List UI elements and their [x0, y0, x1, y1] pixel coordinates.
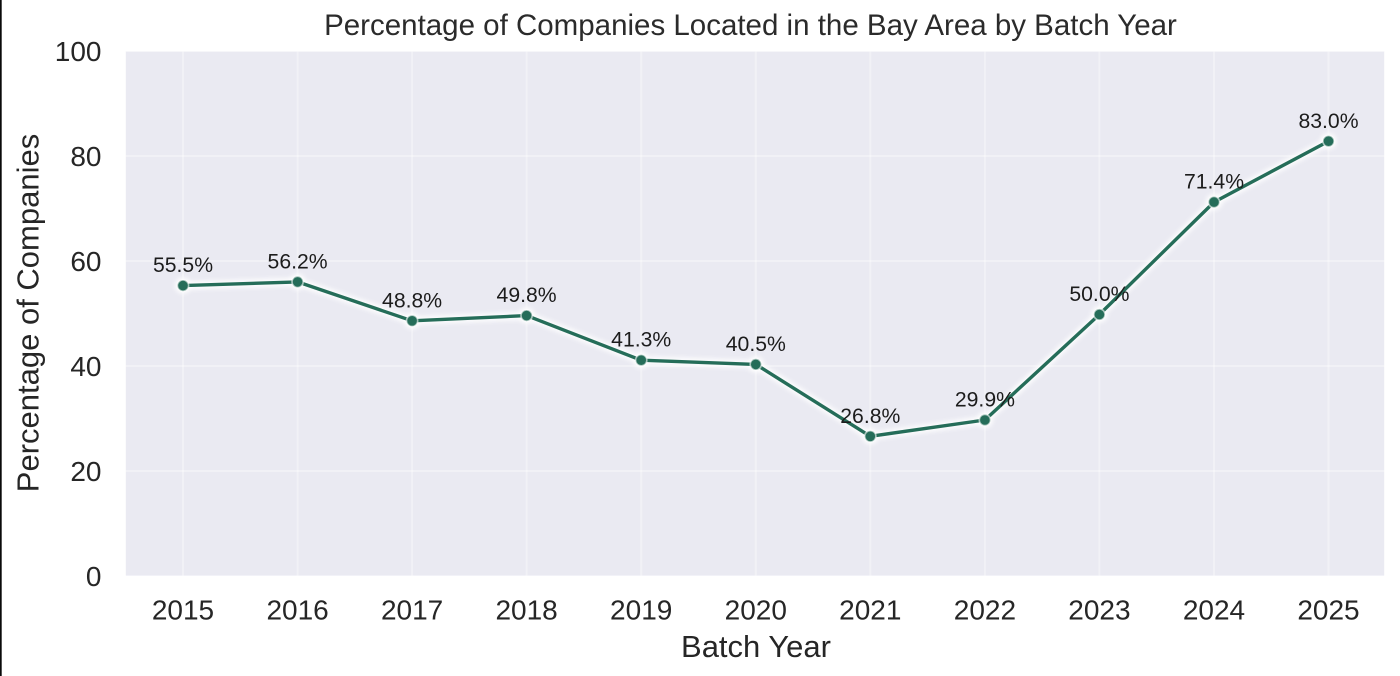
svg-text:55.5%: 55.5% — [153, 254, 213, 277]
svg-text:2018: 2018 — [495, 595, 557, 626]
svg-text:Batch Year: Batch Year — [681, 629, 831, 664]
svg-text:2021: 2021 — [839, 595, 901, 626]
svg-text:2017: 2017 — [381, 595, 443, 626]
svg-text:26.8%: 26.8% — [840, 405, 900, 428]
svg-text:83.0%: 83.0% — [1298, 110, 1358, 133]
svg-text:2019: 2019 — [610, 595, 672, 626]
svg-text:Percentage of Companies Locate: Percentage of Companies Located in the B… — [324, 9, 1177, 42]
svg-text:Percentage of Companies: Percentage of Companies — [11, 134, 46, 492]
svg-text:2022: 2022 — [954, 595, 1016, 626]
svg-text:49.8%: 49.8% — [497, 284, 557, 307]
svg-text:80: 80 — [70, 141, 101, 172]
svg-text:2024: 2024 — [1183, 595, 1245, 626]
svg-text:100: 100 — [55, 36, 102, 67]
svg-text:40: 40 — [70, 351, 101, 382]
svg-text:50.0%: 50.0% — [1069, 283, 1129, 306]
svg-text:60: 60 — [70, 246, 101, 277]
svg-text:2020: 2020 — [725, 595, 787, 626]
svg-text:40.5%: 40.5% — [726, 333, 786, 356]
svg-text:56.2%: 56.2% — [268, 250, 328, 273]
svg-text:71.4%: 71.4% — [1184, 171, 1244, 194]
svg-text:2025: 2025 — [1297, 595, 1359, 626]
svg-text:2016: 2016 — [266, 595, 328, 626]
svg-text:2023: 2023 — [1068, 595, 1130, 626]
svg-text:20: 20 — [70, 456, 101, 487]
svg-text:48.8%: 48.8% — [382, 289, 442, 312]
svg-text:29.9%: 29.9% — [955, 389, 1015, 412]
svg-text:0: 0 — [86, 561, 102, 592]
svg-text:41.3%: 41.3% — [611, 329, 671, 352]
svg-text:2015: 2015 — [152, 595, 214, 626]
